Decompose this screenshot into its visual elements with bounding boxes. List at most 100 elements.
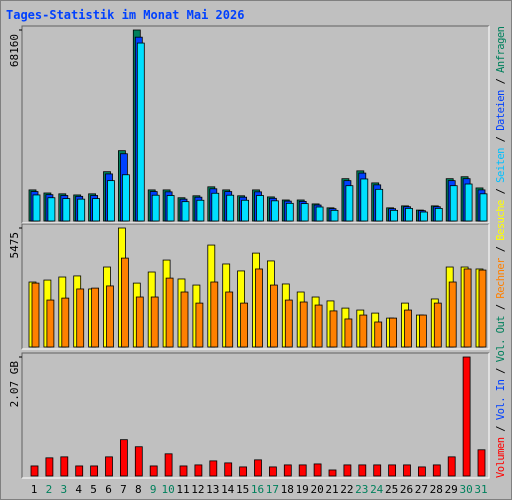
legend-item: Dateien bbox=[495, 90, 507, 131]
bar bbox=[269, 284, 278, 348]
bar bbox=[135, 296, 144, 348]
bar bbox=[149, 465, 158, 477]
bar bbox=[254, 459, 262, 477]
bar bbox=[477, 449, 486, 477]
x-tick-label: 21 bbox=[325, 483, 338, 496]
bar bbox=[60, 456, 69, 477]
x-tick-label: 11 bbox=[176, 483, 189, 496]
x-tick-label: 7 bbox=[120, 483, 127, 496]
panel-border bbox=[22, 224, 490, 350]
bar bbox=[358, 464, 367, 477]
x-tick-label: 20 bbox=[310, 483, 323, 496]
x-tick-label: 22 bbox=[340, 483, 353, 496]
bar bbox=[90, 465, 98, 477]
bar bbox=[285, 202, 294, 222]
bar bbox=[121, 257, 129, 348]
x-tick-label: 2 bbox=[46, 483, 53, 496]
x-tick-label: 4 bbox=[75, 483, 82, 496]
bar bbox=[45, 457, 54, 477]
bar bbox=[329, 310, 338, 348]
x-tick-label: 3 bbox=[60, 483, 67, 496]
bar bbox=[315, 206, 324, 222]
bar bbox=[447, 456, 456, 477]
bar bbox=[62, 198, 71, 222]
bar bbox=[195, 302, 204, 348]
x-tick-label: 12 bbox=[191, 483, 204, 496]
y-tick-label: 2.07 GB bbox=[8, 361, 21, 408]
bar bbox=[479, 193, 488, 222]
bar bbox=[240, 302, 249, 348]
bar bbox=[180, 291, 189, 348]
bar bbox=[373, 464, 382, 477]
x-tick-label: 15 bbox=[236, 483, 249, 496]
legend-separator: / bbox=[495, 420, 507, 438]
bar bbox=[211, 192, 220, 222]
bar bbox=[434, 207, 443, 222]
bar bbox=[196, 199, 205, 222]
bar bbox=[106, 285, 114, 348]
bar bbox=[122, 174, 130, 222]
bar bbox=[268, 466, 277, 477]
x-tick-label: 16 bbox=[251, 483, 264, 496]
x-tick-label: 14 bbox=[221, 483, 235, 496]
y-tick-label: 5475 bbox=[8, 232, 21, 259]
chart-title: Tages-Statistik im Monat Mai 2026 bbox=[6, 8, 244, 22]
legend-separator: / bbox=[495, 130, 507, 148]
bar bbox=[105, 456, 113, 477]
bar bbox=[284, 299, 293, 348]
bar bbox=[462, 356, 471, 477]
bar bbox=[360, 178, 369, 222]
bar bbox=[136, 42, 145, 222]
bar bbox=[61, 297, 70, 348]
legend-item: Vol. In bbox=[495, 379, 507, 420]
legend-item: Besuche bbox=[495, 200, 507, 241]
x-tick-label: 18 bbox=[281, 483, 294, 496]
x-tick-label: 26 bbox=[400, 483, 413, 496]
bar bbox=[344, 318, 353, 348]
bar bbox=[76, 288, 85, 348]
legend-item: Volumen bbox=[495, 437, 507, 478]
x-tick-label: 13 bbox=[206, 483, 219, 496]
bar bbox=[134, 446, 143, 477]
panel-border bbox=[21, 352, 489, 478]
bar bbox=[300, 203, 309, 222]
x-tick-label: 29 bbox=[445, 483, 458, 496]
bar bbox=[107, 180, 115, 222]
legend-item: Vol. Out bbox=[495, 315, 507, 362]
bar bbox=[239, 466, 248, 477]
bar bbox=[405, 207, 413, 222]
bar bbox=[77, 198, 86, 222]
bar bbox=[151, 194, 160, 222]
bar bbox=[283, 464, 292, 477]
x-tick-label: 25 bbox=[385, 483, 398, 496]
bar bbox=[164, 453, 173, 477]
x-tick-label: 6 bbox=[105, 483, 112, 496]
bar bbox=[343, 464, 352, 477]
bar bbox=[298, 464, 307, 477]
bar bbox=[417, 466, 426, 477]
bar bbox=[463, 268, 472, 348]
panel bbox=[22, 353, 489, 478]
bar bbox=[345, 185, 354, 222]
bar bbox=[359, 314, 368, 348]
x-tick-label: 17 bbox=[266, 483, 279, 496]
bar bbox=[226, 194, 235, 222]
panel-border bbox=[21, 223, 489, 349]
legend-item: Seiten bbox=[495, 148, 507, 183]
bar bbox=[256, 195, 264, 222]
bar bbox=[449, 185, 458, 222]
legend-separator: / bbox=[495, 240, 507, 258]
bar bbox=[388, 464, 397, 477]
bar bbox=[225, 291, 234, 348]
x-tick-label: 10 bbox=[161, 483, 174, 496]
x-tick-label: 23 bbox=[355, 483, 368, 496]
bar bbox=[241, 199, 250, 222]
bar bbox=[179, 465, 188, 477]
bar bbox=[255, 268, 263, 348]
bar bbox=[270, 200, 279, 222]
x-tick-label: 30 bbox=[459, 483, 472, 496]
bar bbox=[390, 209, 399, 222]
bar bbox=[419, 211, 428, 222]
